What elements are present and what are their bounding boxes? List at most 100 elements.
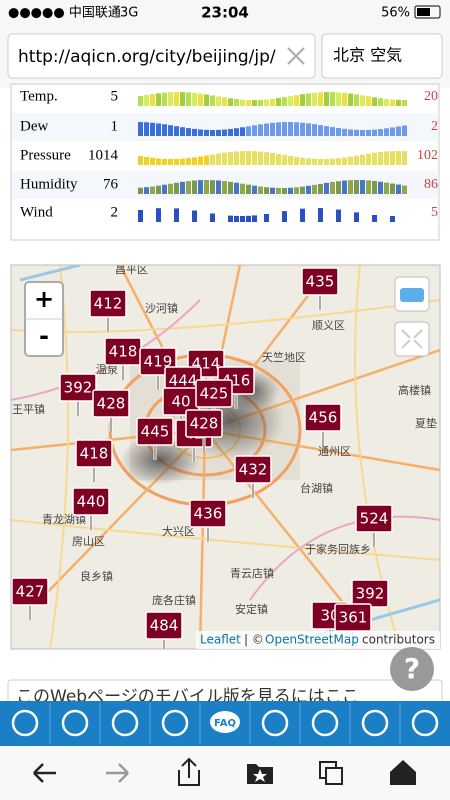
nav-icon[interactable]: [161, 709, 189, 737]
sparkline-bar: [306, 158, 311, 165]
marker-value: 435: [306, 273, 335, 291]
aqi-marker[interactable]: 445: [136, 417, 174, 460]
sparkline-bar: [252, 125, 257, 136]
nav-icon[interactable]: [411, 709, 439, 737]
aqi-marker[interactable]: 432: [234, 455, 272, 498]
nav-icon[interactable]: [261, 709, 289, 737]
sparkline-bar: [228, 128, 233, 136]
place-label: 昌平区: [115, 263, 148, 276]
sparkline-bar: [138, 210, 143, 222]
help-button[interactable]: [390, 647, 434, 691]
sparkline-bar: [234, 151, 239, 165]
marker-value: 418: [109, 343, 138, 361]
sparkline-bar: [282, 97, 287, 106]
back-button[interactable]: [33, 763, 56, 783]
aqi-marker[interactable]: 456: [304, 403, 342, 446]
sparkline-bar: [396, 184, 401, 194]
weather-label: Humidity: [20, 176, 78, 192]
aqi-marker[interactable]: 524: [355, 504, 393, 547]
sparkline-bar: [168, 158, 173, 165]
aqi-markers: 4354124184194143924444164042542844542428…: [11, 267, 393, 654]
sparkline-bar: [360, 95, 365, 106]
marker-value: 40: [171, 393, 190, 411]
sparkline-bar: [276, 153, 281, 165]
marker-box: [89, 289, 127, 318]
sparkline-bar: [252, 151, 257, 165]
sparkline-bar: [228, 98, 233, 106]
attribution-leaflet[interactable]: Leaflet: [200, 633, 241, 647]
aqi-marker[interactable]: 418: [104, 337, 142, 380]
sparkline-bar: [366, 153, 371, 165]
sparkline-bar: [210, 154, 215, 165]
aqi-marker[interactable]: 440: [72, 487, 110, 530]
marker-box: [304, 403, 342, 432]
nav-icon[interactable]: [11, 709, 39, 737]
marker-value: 440: [77, 493, 106, 511]
sparkline-bar: [186, 128, 191, 136]
search-text: 北京 空気: [333, 46, 402, 65]
search-field[interactable]: [321, 33, 443, 79]
sparkline-bar: [324, 182, 329, 194]
sparkline-bar: [270, 122, 275, 136]
weather-table: Temp. 5 20 Dew 1 2 Pressure 1014 102 Humidity 76 86…: [12, 88, 438, 222]
sparkline-bar: [240, 215, 245, 222]
sparkline-bar: [150, 186, 155, 194]
aqi-marker[interactable]: 436: [189, 499, 227, 542]
sparkline-bar: [390, 99, 395, 106]
nav-icon[interactable]: [111, 709, 139, 737]
sparkline-bar: [390, 127, 395, 136]
sparkline-bar: [354, 94, 359, 106]
sparkline-bar: [216, 129, 221, 136]
sparkline-bar: [360, 180, 365, 194]
sparkline-bar: [312, 184, 317, 194]
marker-value: 524: [360, 510, 389, 528]
zoom-in[interactable]: +: [34, 285, 54, 313]
help-icon: ?: [404, 652, 420, 685]
aqi-marker[interactable]: 412: [89, 289, 127, 332]
place-label: 安定镇: [235, 602, 268, 616]
aqi-marker[interactable]: 428: [185, 409, 223, 452]
aqi-marker[interactable]: 427: [11, 577, 49, 620]
sparkline-bar: [354, 180, 359, 194]
clear-icon[interactable]: [287, 47, 305, 65]
nav-icon[interactable]: [361, 709, 389, 737]
attribution-osm[interactable]: OpenStreetMap: [265, 633, 359, 647]
map: 昌平区沙河镇顺义区温泉天竺地区王平镇高楼镇夏垫通州区台湖镇青龙湖镇房山区大兴区于…: [11, 263, 440, 654]
sparkline-bar: [144, 156, 149, 165]
forward-button[interactable]: [106, 763, 129, 783]
sparkline-bar: [234, 215, 239, 222]
nav-icon[interactable]: [61, 709, 89, 737]
nav-icon[interactable]: [210, 711, 240, 733]
nav-icon[interactable]: [311, 709, 339, 737]
sparkline-bar: [384, 182, 389, 194]
marker-box: [59, 373, 97, 402]
sparkline-bar: [336, 92, 341, 106]
home-button[interactable]: [390, 760, 416, 785]
sparkline-bar: [174, 182, 179, 194]
weather-max: 20: [424, 89, 438, 104]
sparkline-bar: [372, 129, 377, 136]
nav-faq: FAQ: [214, 718, 236, 729]
share-button[interactable]: [178, 757, 200, 786]
aqi-marker[interactable]: 428: [92, 389, 130, 432]
sparkline-bar: [312, 124, 317, 136]
sparkline-bar: [204, 94, 209, 106]
place-label: 夏垫: [415, 416, 437, 430]
sparkline-bar: [198, 129, 203, 136]
aqi-marker[interactable]: 435: [301, 267, 339, 310]
zoom-out[interactable]: -: [39, 322, 49, 350]
sparkline-bar: [390, 183, 395, 194]
aqi-marker[interactable]: 484: [145, 611, 183, 654]
sparkline-bar: [276, 122, 281, 136]
sparkline-bar: [258, 186, 263, 194]
url-field[interactable]: [7, 33, 316, 79]
sparkline-bar: [384, 98, 389, 106]
fullscreen-button[interactable]: [394, 321, 430, 357]
aqi-marker[interactable]: 418: [75, 439, 113, 482]
sparkline-bar: [354, 129, 359, 136]
aqi-marker[interactable]: 392: [59, 373, 97, 416]
sparkline-bar: [156, 93, 161, 106]
marker-box: [189, 499, 227, 528]
sparkline-bar: [288, 122, 293, 136]
sparkline-bar: [372, 97, 377, 106]
